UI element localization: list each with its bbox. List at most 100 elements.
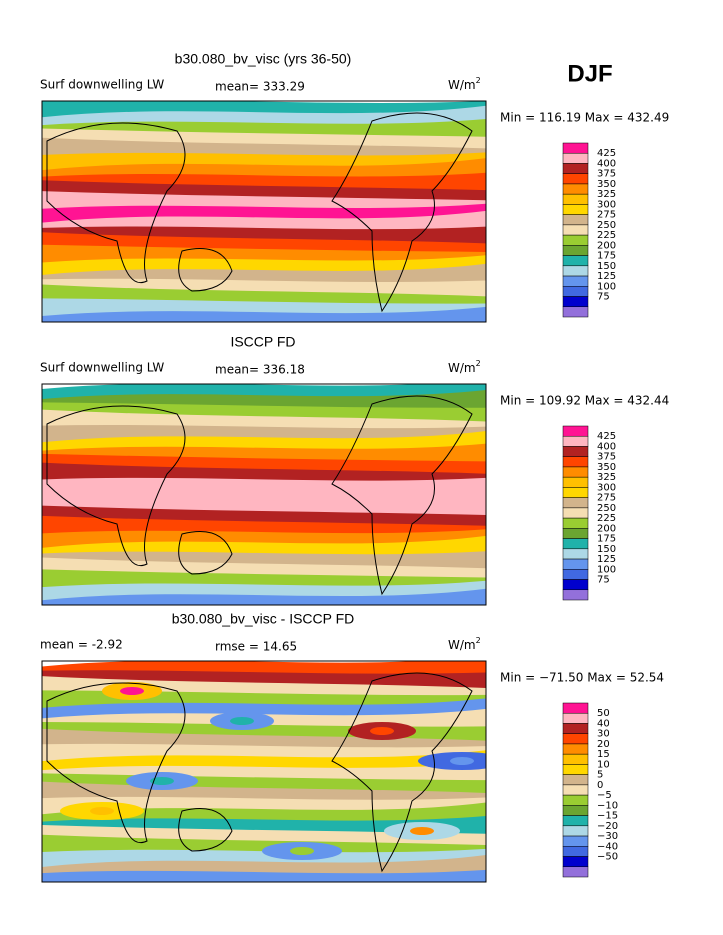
colorbar-label: 400 (597, 158, 616, 169)
colorbar-label: 150 (597, 261, 616, 272)
colorbar-label: 15 (597, 749, 610, 760)
colorbar-box (562, 275, 589, 287)
colorbar-label: 75 (597, 575, 610, 586)
colorbar-box (562, 753, 589, 765)
map-blob (410, 827, 434, 835)
colorbar-box (562, 866, 589, 878)
colorbar-label: 10 (597, 759, 610, 770)
colorbar-box (562, 569, 589, 580)
colorbar-box (562, 142, 589, 154)
units-base: W/m (448, 638, 476, 652)
units: W/m2 (448, 636, 481, 652)
colorbar-box (562, 712, 589, 724)
map-frame (41, 383, 487, 606)
colorbar-label: 100 (597, 281, 616, 292)
colorbar-box (562, 835, 589, 847)
colorbar-box (562, 794, 589, 806)
colorbar-box (562, 163, 589, 174)
panel: ISCCP FD Surf downwelling LW mean= 336.18 W… (40, 334, 669, 606)
colorbar-box (562, 245, 589, 256)
panel: b30.080_bv_visc (yrs 36-50) Surf downwell… (40, 51, 669, 323)
left-label: mean = -2.92 (40, 638, 123, 652)
colorbar-label: 125 (597, 271, 616, 282)
colorbar-label: 275 (597, 493, 616, 504)
colorbar-label: 5 (597, 770, 603, 781)
colorbar-label: 325 (597, 189, 616, 200)
colorbar-box (562, 805, 589, 816)
units: W/m2 (448, 76, 481, 92)
colorbar-box (562, 152, 589, 164)
colorbar-label: 0 (597, 780, 603, 791)
colorbar-label: 375 (597, 169, 616, 180)
min-max: Min = 116.19 Max = 432.49 (500, 111, 669, 125)
map-field (42, 384, 486, 605)
colorbar-label: 225 (597, 513, 616, 524)
colorbar-label: 325 (597, 472, 616, 483)
units-sup: 2 (476, 76, 481, 85)
colorbar-box (562, 466, 589, 478)
coastline (46, 405, 186, 566)
coastline (178, 248, 233, 292)
colorbar-box (562, 425, 589, 437)
colorbar-box (562, 702, 589, 714)
colorbar-label: −40 (597, 841, 618, 852)
coastline (331, 672, 473, 873)
colorbar-box (562, 446, 589, 457)
map-blob (230, 717, 254, 725)
map-frame (41, 100, 487, 323)
colorbar-box (562, 234, 589, 246)
colorbar-box (562, 517, 589, 529)
map-band (42, 869, 486, 882)
colorbar-label: −50 (597, 852, 618, 863)
map-band (42, 306, 486, 322)
colorbar-box (562, 306, 589, 318)
colorbar-box (562, 548, 589, 560)
colorbar-box (562, 764, 589, 775)
colorbar-box (562, 579, 589, 591)
season-label: DJF (567, 60, 612, 87)
colorbar-box (562, 825, 589, 837)
mid-label: mean= 333.29 (215, 80, 305, 94)
colorbar-label: 75 (597, 292, 610, 303)
coastline (178, 531, 233, 575)
colorbar-box (562, 214, 589, 226)
colorbar-label: 200 (597, 523, 616, 534)
colorbar-box (562, 497, 589, 509)
colorbar-label: 250 (597, 503, 616, 514)
map-field (42, 101, 486, 322)
colorbar-box (562, 784, 589, 796)
colorbar-label: −30 (597, 831, 618, 842)
map-blob (370, 727, 394, 735)
colorbar-label: 375 (597, 452, 616, 463)
colorbar-box (562, 528, 589, 539)
map-blob (150, 777, 174, 785)
panel: b30.080_bv_visc - ISCCP FD mean = -2.92 rm… (40, 611, 664, 883)
map-blob (90, 807, 114, 815)
map-blob (120, 687, 144, 695)
colorbar-box (562, 558, 589, 570)
colorbar-box (562, 815, 589, 827)
colorbar-box (562, 774, 589, 786)
colorbar-label: 250 (597, 220, 616, 231)
map-band (42, 588, 486, 605)
colorbar-box (562, 224, 589, 236)
colorbar-label: 300 (597, 199, 616, 210)
units-sup: 2 (476, 359, 481, 368)
colorbar-box (562, 733, 589, 745)
coastline (331, 395, 473, 596)
colorbar-box (562, 723, 589, 734)
panel-title: ISCCP FD (230, 334, 295, 350)
map-frame (41, 660, 487, 883)
coastline (331, 112, 473, 313)
colorbar-label: 200 (597, 240, 616, 251)
colorbar-box (562, 538, 589, 550)
units-base: W/m (448, 361, 476, 375)
mid-label: rmse = 14.65 (215, 640, 297, 654)
colorbar-box (562, 173, 589, 185)
colorbar-box (562, 487, 589, 498)
coastline (46, 122, 186, 283)
colorbar-label: −10 (597, 800, 618, 811)
coastline (46, 682, 186, 843)
map-field (42, 661, 486, 882)
